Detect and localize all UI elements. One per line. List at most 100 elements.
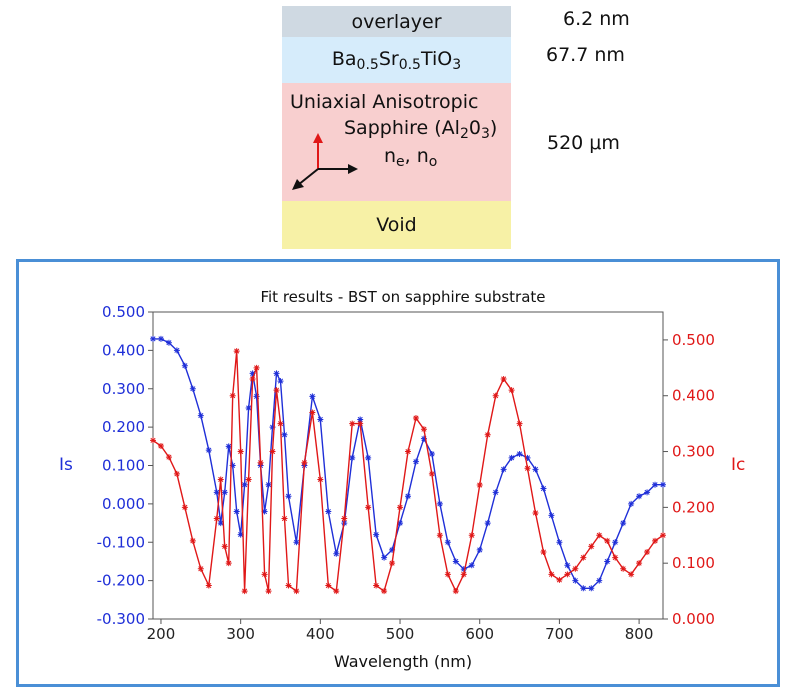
data-point-Is xyxy=(564,562,571,569)
y-right-tick-label: 0.400 xyxy=(672,387,715,405)
data-point-Is xyxy=(237,531,244,538)
data-point-Ic xyxy=(556,576,563,583)
data-point-Ic xyxy=(564,571,571,578)
data-point-Is xyxy=(285,493,292,500)
data-point-Ic xyxy=(580,554,587,561)
data-point-Ic xyxy=(349,420,356,427)
data-point-Ic xyxy=(269,448,276,455)
data-point-Is xyxy=(213,489,220,496)
data-point-Ic xyxy=(405,448,411,455)
data-point-Ic xyxy=(217,476,224,483)
sapphire-line2: Sapphire (Al203) xyxy=(344,117,498,142)
data-point-Is xyxy=(452,558,459,565)
sapphire-line3: ne, no xyxy=(384,145,438,170)
data-point-Ic xyxy=(261,571,268,578)
data-point-Ic xyxy=(516,420,523,427)
data-point-Ic xyxy=(532,509,539,516)
data-point-Is xyxy=(165,339,172,346)
data-point-Is xyxy=(412,458,419,465)
series-line-Is xyxy=(153,338,663,589)
data-point-Is xyxy=(309,393,316,400)
data-point-Ic xyxy=(484,431,491,438)
data-point-Is xyxy=(269,424,276,431)
data-point-Is xyxy=(540,485,547,492)
data-point-Is xyxy=(157,335,164,342)
data-point-Is xyxy=(397,520,404,527)
data-point-Is xyxy=(233,508,240,515)
data-point-Ic xyxy=(381,588,388,595)
thickness-sapphire: 520 μm xyxy=(547,132,620,154)
data-point-Is xyxy=(652,481,659,488)
data-point-Ic xyxy=(620,565,627,572)
data-point-Is xyxy=(620,520,627,527)
data-point-Ic xyxy=(249,375,256,382)
data-point-Is xyxy=(273,370,280,377)
layer-sapphire: Uniaxial Anisotropic Sapphire (Al203) ne… xyxy=(282,83,511,201)
sapphire-line1: Uniaxial Anisotropic xyxy=(290,91,479,113)
data-point-Ic xyxy=(229,392,236,399)
fit-results-chart: Fit results - BST on sapphire substrate … xyxy=(59,288,745,671)
data-point-Ic xyxy=(273,387,280,394)
data-point-Ic xyxy=(181,504,188,511)
data-point-Ic xyxy=(476,482,483,489)
y-left-tick-label: 0.300 xyxy=(102,380,145,398)
data-point-Is xyxy=(389,546,396,553)
x-tick-label: 300 xyxy=(226,625,255,643)
data-point-Is xyxy=(428,450,435,457)
chart-frame: Fit results - BST on sapphire substrate … xyxy=(16,259,780,687)
data-point-Is xyxy=(516,450,523,457)
chart-title: Fit results - BST on sapphire substrate xyxy=(260,288,545,306)
data-point-Is xyxy=(596,577,603,584)
data-point-Is xyxy=(325,508,332,515)
x-tick-label: 400 xyxy=(306,625,335,643)
x-tick-label: 200 xyxy=(147,625,176,643)
data-point-Is xyxy=(628,500,635,507)
data-point-Ic xyxy=(389,560,396,567)
data-point-Ic xyxy=(572,565,579,572)
data-point-Is xyxy=(636,493,643,500)
data-point-Ic xyxy=(628,571,635,578)
data-point-Is xyxy=(317,416,324,423)
y-left-tick-label: 0.400 xyxy=(102,341,145,359)
data-point-Is xyxy=(660,481,666,488)
data-point-Is xyxy=(405,493,411,500)
data-point-Is xyxy=(556,539,563,546)
data-point-Is xyxy=(245,404,252,411)
data-point-Ic xyxy=(468,532,475,539)
data-point-Ic xyxy=(245,476,252,483)
data-point-Ic xyxy=(241,588,248,595)
data-point-Ic xyxy=(660,532,666,539)
data-point-Ic xyxy=(365,504,372,511)
y-left-tick-label: 0.000 xyxy=(102,495,145,513)
x-tick-label: 600 xyxy=(465,625,494,643)
y-right-tick-label: 0.100 xyxy=(672,554,715,572)
layer-overlayer-label: overlayer xyxy=(351,10,442,33)
data-point-Is xyxy=(229,462,236,469)
data-point-Ic xyxy=(173,470,180,477)
data-point-Ic xyxy=(281,515,288,522)
data-point-Ic xyxy=(452,588,459,595)
axes-arrow-icon xyxy=(292,133,358,190)
data-point-Ic xyxy=(293,588,300,595)
data-point-Ic xyxy=(221,543,228,550)
data-point-Ic xyxy=(612,554,619,561)
data-point-Ic xyxy=(548,571,555,578)
data-point-Is xyxy=(580,585,587,592)
data-point-Ic xyxy=(317,476,324,483)
data-point-Ic xyxy=(644,549,651,556)
data-point-Is xyxy=(532,466,539,473)
data-point-Is xyxy=(468,562,475,569)
data-point-Ic xyxy=(428,470,435,477)
x-axis-label: Wavelength (nm) xyxy=(334,652,472,671)
data-point-Is xyxy=(572,577,579,584)
data-point-Is xyxy=(612,539,619,546)
data-point-Ic xyxy=(652,537,659,544)
data-point-Ic xyxy=(233,348,240,355)
data-point-Ic xyxy=(420,426,427,433)
thickness-bst: 67.7 nm xyxy=(546,44,625,66)
data-point-Ic xyxy=(412,415,419,422)
data-point-Ic xyxy=(253,364,260,371)
data-point-Ic xyxy=(604,537,611,544)
data-point-Ic xyxy=(301,459,308,466)
data-point-Is xyxy=(265,481,272,488)
